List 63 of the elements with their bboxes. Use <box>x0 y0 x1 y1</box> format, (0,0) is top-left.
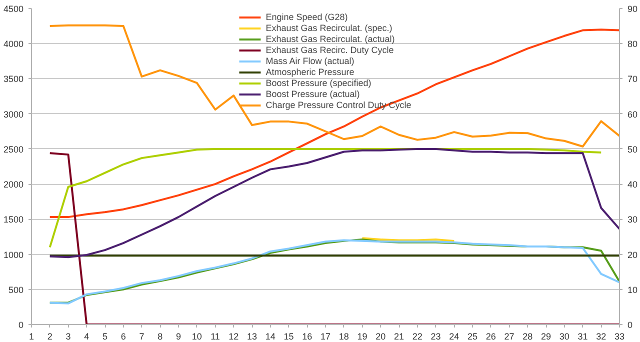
y-tick-label: 3000 <box>3 109 24 120</box>
y-tick-label: 4500 <box>3 4 24 14</box>
x-tick-label: 21 <box>394 332 404 342</box>
x-tick-label: 8 <box>158 332 163 342</box>
y-tick-label: 2000 <box>3 180 24 190</box>
x-tick-label: 3 <box>66 332 71 342</box>
x-tick-label: 29 <box>540 332 552 342</box>
x-tick-label: 2 <box>47 332 52 342</box>
y2-tick-label: 40 <box>628 180 638 190</box>
y2-tick-label: 30 <box>628 214 638 225</box>
x-tick-label: 6 <box>120 332 126 342</box>
x-tick-label: 10 <box>192 332 202 342</box>
y2-tick-label: 90 <box>628 4 638 14</box>
legend-label: Charge Pressure Control Duty Cycle <box>266 100 412 110</box>
x-tick-label: 13 <box>246 332 258 342</box>
x-tick-label: 7 <box>139 332 144 342</box>
y2-tick-label: 20 <box>628 250 638 260</box>
legend-label: Boost Pressure (specified) <box>266 78 372 88</box>
y-tick-label: 500 <box>8 284 24 295</box>
y2-tick-label: 60 <box>628 109 638 120</box>
x-tick-label: 28 <box>522 332 533 342</box>
legend-label: Exhaust Gas Recirculat. (spec.) <box>266 23 392 33</box>
y2-tick-label: 50 <box>628 144 638 154</box>
x-tick-label: 15 <box>284 332 294 342</box>
x-tick-label: 20 <box>376 332 386 342</box>
legend-label: Atmospheric Pressure <box>266 67 354 77</box>
y-tick-label: 1000 <box>3 250 24 260</box>
x-tick-label: 9 <box>176 332 182 342</box>
x-tick-label: 18 <box>338 332 349 342</box>
y-tick-label: 2500 <box>3 144 24 154</box>
y-tick-label: 0 <box>18 320 24 330</box>
legend-label: Engine Speed (G28) <box>266 12 348 22</box>
line-series <box>48 24 620 148</box>
y-tick-label: 3500 <box>3 74 24 84</box>
y-tick-label: 1500 <box>3 214 24 225</box>
x-tick-label: 26 <box>486 332 496 342</box>
x-tick-label: 25 <box>467 332 478 342</box>
y2-tick-label: 70 <box>628 74 638 84</box>
y2-tick-label: 0 <box>628 320 633 330</box>
x-tick-label: 5 <box>102 332 108 342</box>
x-tick-label: 17 <box>320 332 331 342</box>
legend-label: Exhaust Gas Recirc. Duty Cycle <box>266 45 394 55</box>
legend-label: Exhaust Gas Recirculat. (actual) <box>266 34 395 44</box>
x-tick-label: 1 <box>28 332 34 342</box>
x-tick-label: 16 <box>302 332 312 342</box>
x-tick-label: 22 <box>412 332 422 342</box>
x-tick-label: 33 <box>614 332 625 342</box>
x-tick-label: 32 <box>596 332 606 342</box>
legend-label: Mass Air Flow (actual) <box>266 56 354 66</box>
x-tick-label: 27 <box>504 332 514 342</box>
legend-label: Boost Pressure (actual) <box>266 89 360 99</box>
y-tick-label: 4000 <box>3 39 24 50</box>
x-tick-label: 24 <box>449 332 460 342</box>
y2-tick-label: 10 <box>628 284 638 295</box>
x-tick-label: 30 <box>559 332 570 342</box>
x-tick-label: 11 <box>210 332 220 342</box>
x-tick-label: 31 <box>578 332 588 342</box>
x-tick-label: 19 <box>357 332 368 342</box>
x-tick-label: 12 <box>228 332 239 342</box>
x-tick-label: 23 <box>430 332 441 342</box>
x-tick-label: 14 <box>265 332 276 342</box>
y2-tick-label: 80 <box>628 39 638 50</box>
x-tick-label: 4 <box>84 332 90 342</box>
